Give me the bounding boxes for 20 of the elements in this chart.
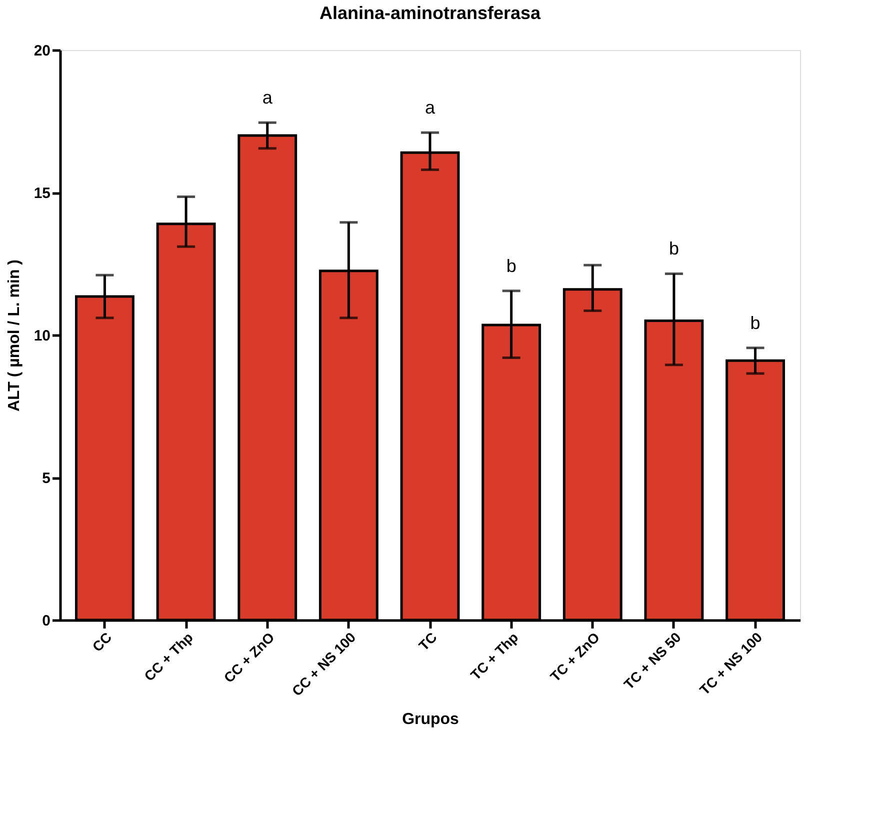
x-axis-title: Grupos: [402, 711, 460, 728]
annotation: b: [506, 256, 516, 276]
annotation: a: [424, 98, 436, 118]
annotation: b: [750, 312, 760, 333]
annotation: a: [262, 88, 274, 108]
y-axis-title: ALT ( µmol / L. min ): [6, 259, 23, 412]
x-tick-label: TC + NS 50: [620, 628, 684, 692]
x-tick-label: TC + NS 100: [696, 628, 766, 698]
y-tick-label: 10: [34, 328, 50, 344]
x-tick-label: CC: [89, 629, 115, 655]
y-tick-label: 15: [34, 185, 50, 202]
x-tick-label: CC + NS 100: [288, 628, 359, 699]
y-tick-label: 5: [42, 470, 50, 487]
chart-title: Alanina-aminotransferasa: [319, 3, 542, 23]
x-tick-label: TC: [415, 629, 440, 654]
x-tick-label: TC + Thp: [467, 629, 522, 684]
x-tick-label: CC + Thp: [140, 629, 196, 684]
y-tick-label: 20: [34, 42, 50, 60]
annotation: b: [668, 238, 679, 259]
y-tick-label: 0: [42, 612, 50, 630]
